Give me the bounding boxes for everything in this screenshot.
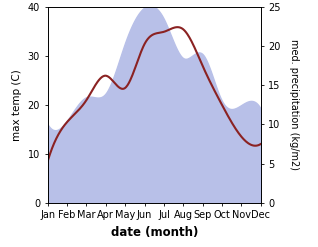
Y-axis label: max temp (C): max temp (C)	[12, 69, 22, 141]
Y-axis label: med. precipitation (kg/m2): med. precipitation (kg/m2)	[289, 40, 299, 170]
X-axis label: date (month): date (month)	[111, 226, 198, 239]
